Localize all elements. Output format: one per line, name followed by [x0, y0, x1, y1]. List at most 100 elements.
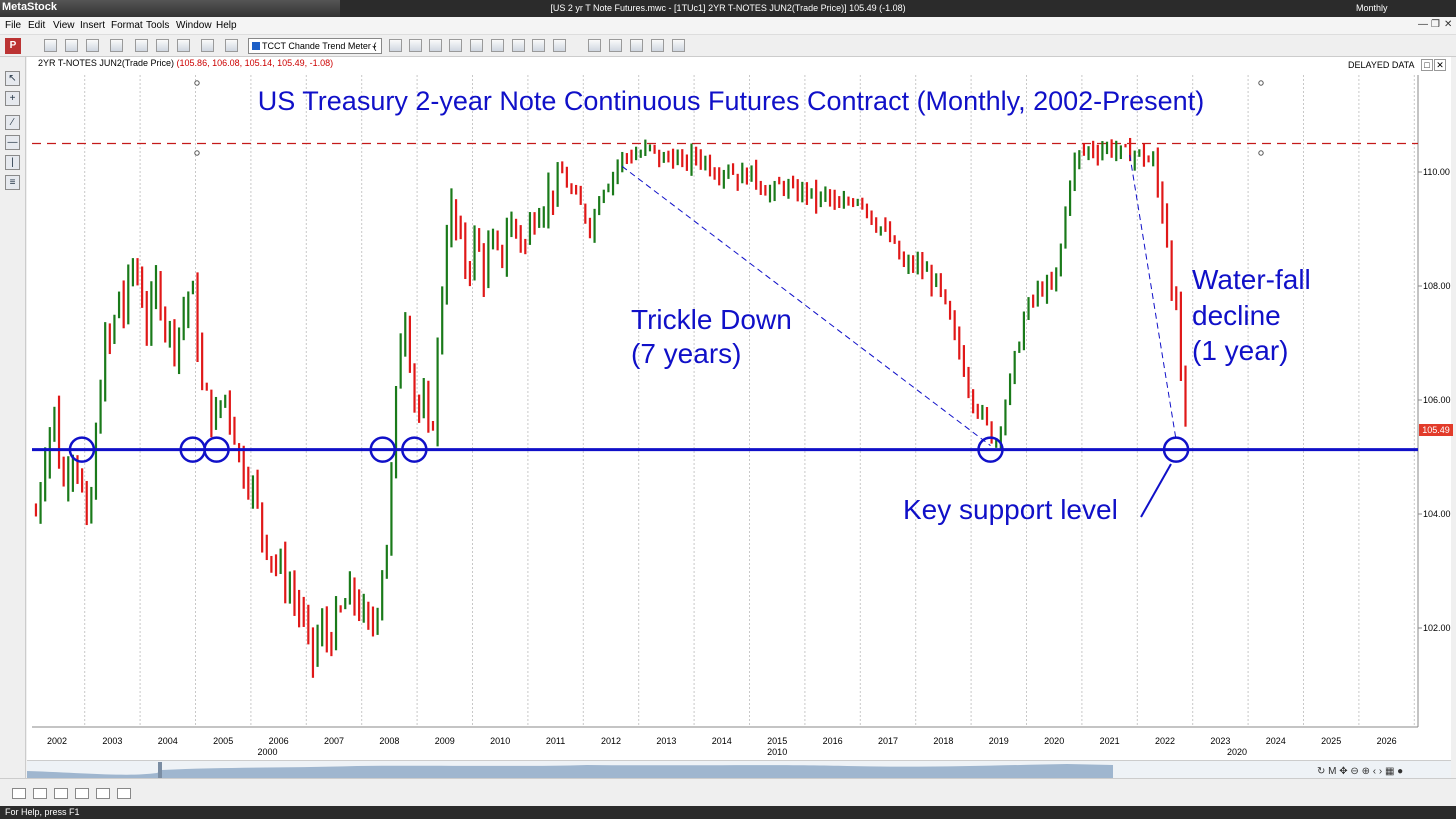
save-icon[interactable] — [86, 39, 99, 52]
overview-handle[interactable] — [158, 762, 162, 778]
search-icon[interactable] — [532, 39, 545, 52]
close-icon[interactable]: ✕ — [1444, 19, 1453, 30]
layout-tab-4[interactable] — [75, 788, 89, 799]
open-icon[interactable] — [65, 39, 78, 52]
x-tick-label: 2017 — [878, 736, 898, 746]
support-pointer-line — [1140, 463, 1172, 518]
x-tick-label: 2004 — [158, 736, 178, 746]
status-bar: For Help, press F1 — [0, 806, 1456, 819]
menu-insert[interactable]: Insert — [80, 20, 106, 31]
help-icon[interactable] — [553, 39, 566, 52]
undo-icon[interactable] — [201, 39, 214, 52]
x-tick-label: 2009 — [435, 736, 455, 746]
formula-icon[interactable] — [409, 39, 422, 52]
metastock-logo-icon[interactable]: P — [5, 38, 21, 54]
crosshair-icon[interactable]: + — [5, 91, 20, 106]
settings-icon[interactable] — [672, 39, 685, 52]
tile-vertical-icon[interactable] — [609, 39, 622, 52]
selection-handle — [194, 80, 200, 86]
x-tick-label: 2010 — [490, 736, 510, 746]
annotation-decline: decline — [1192, 300, 1281, 331]
chart-maximize-icon[interactable]: □ — [1421, 59, 1433, 71]
expert-icon[interactable] — [389, 39, 402, 52]
annotation-trickle-down: Trickle Down — [631, 304, 792, 335]
x-tick-label: 2012 — [601, 736, 621, 746]
x-tick-label: 2024 — [1266, 736, 1286, 746]
window-title: [US 2 yr T Note Futures.mwc - [1TUc1] 2Y… — [550, 3, 906, 13]
menu-help[interactable]: Help — [216, 20, 237, 31]
x-tick-label: 2005 — [213, 736, 233, 746]
menu-file[interactable]: File — [5, 20, 22, 31]
arrow-icon[interactable] — [470, 39, 483, 52]
new-icon[interactable] — [44, 39, 57, 52]
menu-window[interactable]: Window — [176, 20, 212, 31]
chart-window[interactable]: 110.00 108.00 106.00 104.00 102.00 2002 2003 20… — [27, 57, 1451, 760]
x-tick-label: 2021 — [1100, 736, 1120, 746]
overview-sparkline: ↻ M ✥ ⊖ ⊕ ‹ › ▦ ● — [27, 762, 1403, 779]
support-circle — [68, 436, 96, 463]
menu-tools[interactable]: Tools — [146, 20, 170, 31]
indicator-select-value: TCCT Chande Trend Meter ( — [262, 41, 377, 51]
pointer-icon[interactable]: ↖ — [5, 71, 20, 86]
annotation-key-support: Key support level — [903, 494, 1118, 525]
chart-ohlc-values: (105.86, 106.08, 105.14, 105.49, -1.08) — [176, 58, 334, 68]
tile-horizontal-icon[interactable] — [630, 39, 643, 52]
layout-tab-5[interactable] — [96, 788, 110, 799]
trendline-icon[interactable]: ∕ — [5, 115, 20, 130]
chevron-down-icon[interactable]: ⌄ — [370, 40, 378, 50]
x-tick-label: 2003 — [102, 736, 122, 746]
trickle-trendline — [621, 165, 991, 446]
x-major-label: 2020 — [1227, 747, 1247, 757]
overview-scroller[interactable]: ↻ M ✥ ⊖ ⊕ ‹ › ▦ ● — [27, 760, 1451, 779]
dollar-icon[interactable] — [429, 39, 442, 52]
overview-controls[interactable]: ↻ M ✥ ⊖ ⊕ ‹ › ▦ ● — [1317, 766, 1403, 777]
menu-edit[interactable]: Edit — [28, 20, 46, 31]
y-tick-label: 104.00 — [1423, 509, 1451, 519]
layout-tab-6[interactable] — [117, 788, 131, 799]
system-tester-icon[interactable] — [491, 39, 504, 52]
chart-header: 2YR T-NOTES JUN2(Trade Price) (105.86, 1… — [38, 58, 333, 68]
period-label[interactable]: Monthly — [1356, 3, 1388, 13]
cascade-icon[interactable] — [588, 39, 601, 52]
cut-icon[interactable] — [135, 39, 148, 52]
horizontal-line-icon[interactable]: — — [5, 135, 20, 150]
paste-icon[interactable] — [177, 39, 190, 52]
support-circle — [369, 436, 397, 463]
overview-area — [27, 764, 1113, 779]
x-tick-label: 2007 — [324, 736, 344, 746]
x-tick-label: 2006 — [269, 736, 289, 746]
layout-tab-2[interactable] — [33, 788, 47, 799]
optimize-icon[interactable] — [512, 39, 525, 52]
indicator-select[interactable]: TCCT Chande Trend Meter ( ⌄ — [248, 38, 382, 54]
selection-handle — [1258, 80, 1264, 86]
menu-view[interactable]: View — [53, 20, 75, 31]
x-tick-label: 2020 — [1044, 736, 1064, 746]
x-tick-label: 2013 — [656, 736, 676, 746]
app-tab — [0, 0, 340, 17]
layout-tab-3[interactable] — [54, 788, 68, 799]
price-chart[interactable]: 110.00 108.00 106.00 104.00 102.00 2002 2003 20… — [27, 57, 1451, 760]
restore-icon[interactable]: ❐ — [1431, 19, 1440, 30]
support-circle — [1162, 436, 1190, 463]
explorer-icon[interactable] — [449, 39, 462, 52]
x-tick-label: 2008 — [379, 736, 399, 746]
tile-grid-icon[interactable] — [651, 39, 664, 52]
app-name: MetaStock — [2, 1, 58, 13]
vertical-line-icon[interactable]: | — [5, 155, 20, 170]
y-tick-label: 110.00 — [1423, 167, 1450, 177]
copy-icon[interactable] — [156, 39, 169, 52]
title-bar: MetaStock [US 2 yr T Note Futures.mwc - … — [0, 0, 1456, 17]
selection-handle — [1258, 150, 1264, 156]
status-help: For Help, press F1 — [5, 807, 80, 817]
x-tick-label: 2026 — [1377, 736, 1397, 746]
fibonacci-icon[interactable]: ≡ — [5, 175, 20, 190]
x-tick-label: 2019 — [989, 736, 1009, 746]
indicator-icon — [252, 42, 260, 50]
menu-format[interactable]: Format — [111, 20, 143, 31]
zoom-icon[interactable] — [225, 39, 238, 52]
chart-title: US Treasury 2-year Note Continuous Futur… — [258, 86, 1204, 116]
print-icon[interactable] — [110, 39, 123, 52]
chart-close-icon[interactable]: ✕ — [1434, 59, 1446, 71]
minimize-icon[interactable]: — — [1418, 19, 1428, 30]
layout-tab-1[interactable] — [12, 788, 26, 799]
